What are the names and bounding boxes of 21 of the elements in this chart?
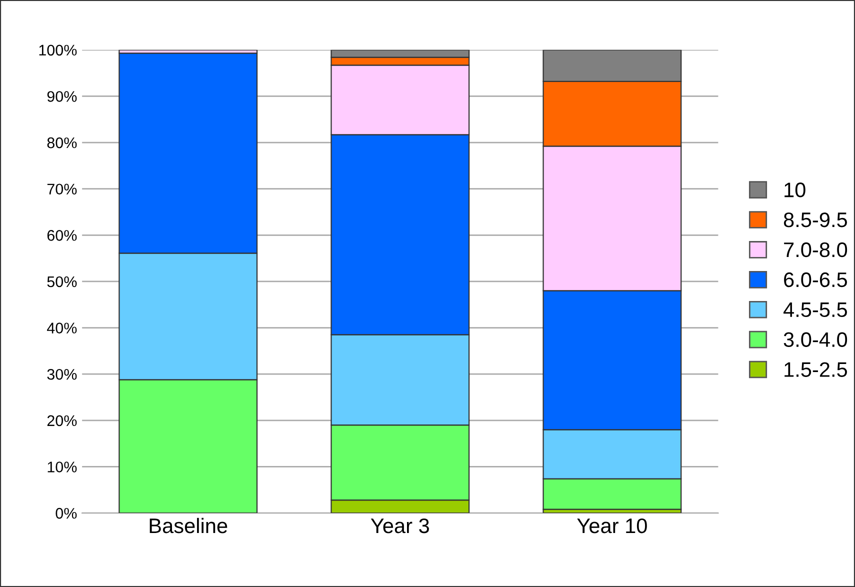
legend-label: 7.0-8.0 <box>784 242 848 258</box>
y-tick-label: 40% <box>46 322 77 334</box>
y-tick-label: 70% <box>47 184 77 195</box>
legend-label: 10 <box>784 182 806 198</box>
y-tick-label: 0% <box>56 508 77 519</box>
legend-label: 3.0-4.0 <box>784 332 848 348</box>
y-tick-label: 100% <box>39 44 77 56</box>
x-tick-label: Baseline <box>150 518 228 534</box>
legend-label: 1.5-2.5 <box>784 362 847 377</box>
y-tick-label: 90% <box>47 91 77 102</box>
y-tick-label: 30% <box>47 368 77 380</box>
x-tick-label: Year 3 <box>370 518 429 534</box>
y-tick-label: 20% <box>47 415 77 426</box>
legend-label: 4.5-5.5 <box>783 302 847 318</box>
legend-label: 6.0-6.5 <box>784 272 847 288</box>
y-tick-label: 60% <box>47 230 77 241</box>
x-tick-label: Year 10 <box>577 518 647 534</box>
y-tick-label: 80% <box>47 137 77 148</box>
legend-label: 8.5-9.5 <box>784 212 847 228</box>
y-tick-label: 50% <box>47 276 77 288</box>
y-tick-label: 10% <box>48 462 77 472</box>
